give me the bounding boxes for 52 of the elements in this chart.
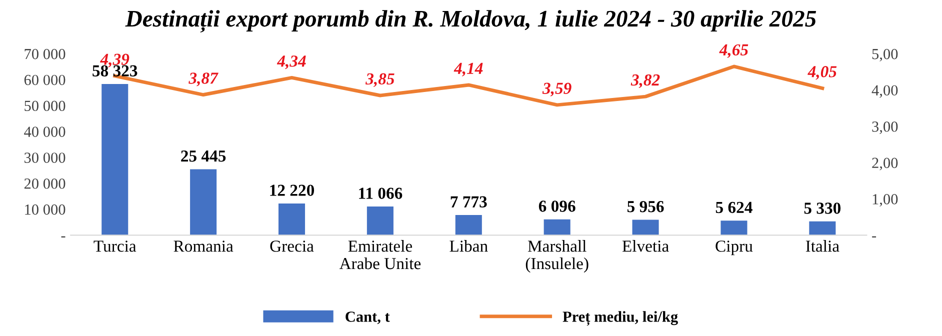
data-label: 25 445	[181, 150, 226, 162]
y2-tick-label: 3,00	[872, 121, 898, 134]
x-tick-label: Liban	[450, 240, 488, 252]
bar	[278, 204, 306, 236]
bar	[544, 219, 570, 236]
bar	[720, 220, 748, 236]
data-label: 6 096	[538, 200, 576, 212]
y-tick-label: 60 000	[24, 74, 66, 86]
y-tick-label: 40 000	[24, 126, 66, 137]
y-tick-label: -	[61, 236, 66, 238]
data-label: 11 066	[359, 188, 402, 199]
x-tick-label: Grecia	[270, 240, 314, 252]
data-label: 12 220	[270, 184, 314, 196]
data-label: 3,85	[365, 73, 394, 87]
y2-tick-label: 5,00	[872, 48, 898, 62]
x-tick-label: Italia	[806, 240, 840, 252]
y2-tick-label: 2,00	[872, 158, 898, 170]
data-label: 5 330	[804, 202, 841, 214]
y-tick-label: 30 000	[24, 152, 66, 163]
data-label: 5 624	[716, 202, 752, 214]
data-label: 3,87	[188, 72, 218, 86]
data-label: 3,82	[630, 74, 660, 88]
x-tick-label: Cipru	[716, 240, 753, 256]
data-label: 4,39	[100, 54, 130, 68]
legend-label: Preț mediu, lei/kg	[562, 311, 678, 326]
bar	[455, 215, 482, 236]
data-label: 7 773	[450, 196, 487, 208]
legend-label: Cant, t	[346, 312, 390, 324]
x-tick-label: Marshall (Insulele)	[526, 240, 588, 273]
bar	[190, 169, 217, 236]
bar	[366, 206, 394, 236]
y-tick-label: 50 000	[24, 100, 66, 112]
bar	[809, 221, 836, 236]
chart-title: Destinații export porumb din R. Moldova, 1 iulie 2024 - 30 aprilie 2025	[125, 10, 816, 32]
y2-tick-label: -	[872, 236, 876, 238]
bar	[102, 84, 128, 236]
bar	[632, 220, 659, 236]
data-label: 4,05	[808, 66, 837, 80]
data-label: 4,14	[454, 62, 483, 76]
data-label: 4,34	[276, 56, 306, 70]
data-label: 5 956	[627, 201, 664, 212]
y2-tick-label: 4,00	[872, 85, 898, 98]
y-tick-label: 70 000	[24, 48, 66, 60]
x-tick-label: Elvetia	[622, 240, 669, 252]
x-tick-label: Turcia	[94, 240, 136, 252]
data-label: 3,59	[542, 82, 572, 96]
y-tick-label: 20 000	[24, 178, 66, 189]
data-label: 4,65	[719, 44, 748, 58]
x-tick-label: Emiratele Arabe Unite	[339, 240, 421, 270]
y2-tick-label: 1,00	[872, 194, 898, 207]
y-tick-label: 10 000	[25, 204, 66, 215]
x-tick-label: Romania	[174, 240, 234, 252]
